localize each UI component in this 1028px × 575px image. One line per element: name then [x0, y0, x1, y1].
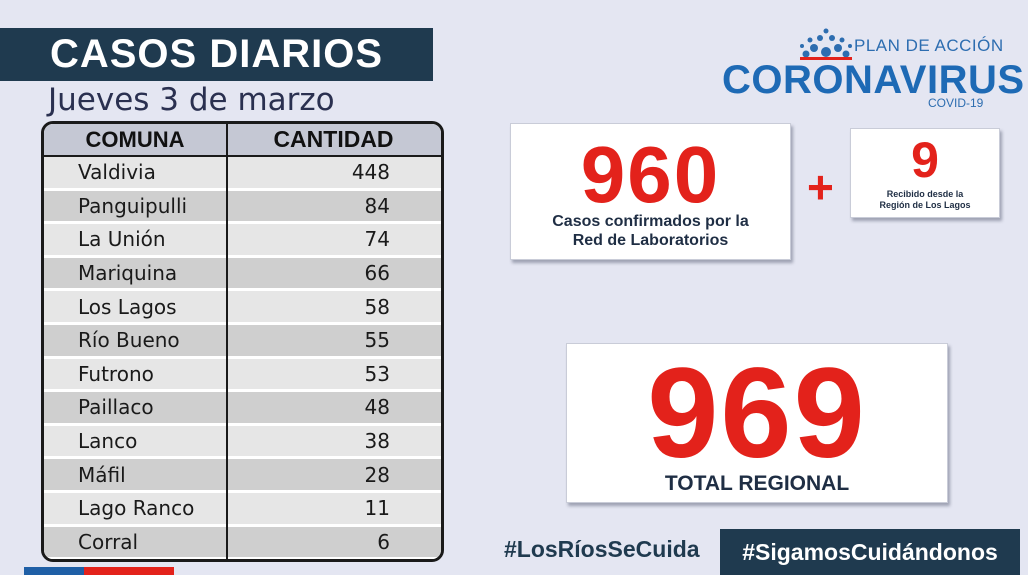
- table-row: Corral 6: [44, 526, 441, 559]
- table-row: Máfil 28: [44, 459, 441, 493]
- table-row: Paillaco 48: [44, 392, 441, 426]
- received-cases-value: 9: [911, 132, 939, 188]
- total-regional-card: 969 TOTAL REGIONAL: [566, 342, 948, 503]
- table-row: Lanco 38: [44, 425, 441, 460]
- cell-comuna: Valdivia: [78, 160, 156, 185]
- flag-stripe-blue: [24, 567, 84, 575]
- received-cases-caption: Recibido desde la Región de Los Lagos: [851, 189, 999, 211]
- cell-cantidad: 38: [364, 429, 390, 454]
- cell-cantidad: 6: [377, 529, 390, 554]
- table-row: La Unión 74: [44, 224, 441, 258]
- total-regional-value: 969: [647, 342, 867, 485]
- confirmed-caption-line-2: Red de Laboratorios: [572, 232, 729, 249]
- logo-covid-text: COVID-19: [928, 96, 984, 110]
- table-row: Lago Ranco 11: [44, 492, 441, 527]
- flag-stripe-red: [84, 567, 174, 575]
- cell-comuna: Mariquina: [78, 261, 178, 286]
- confirmed-cases-value: 960: [580, 130, 721, 219]
- received-caption-line-1: Recibido desde la: [886, 189, 964, 199]
- cell-comuna: Paillaco: [78, 395, 154, 420]
- cell-comuna: Lanco: [78, 429, 138, 454]
- header-comuna: COMUNA: [85, 126, 185, 152]
- cell-comuna: Los Lagos: [78, 294, 177, 319]
- received-cases-card: 9 Recibido desde la Región de Los Lagos: [850, 128, 1000, 218]
- hashtag-sigamos-banner: #SigamosCuidándonos: [720, 529, 1020, 575]
- cell-cantidad: 66: [364, 261, 390, 286]
- confirmed-cases-caption: Casos confirmados por la Red de Laborato…: [511, 212, 790, 250]
- hashtag-los-rios: #LosRíosSeCuida: [504, 536, 700, 562]
- table-row: Panguipulli 84: [44, 190, 441, 225]
- confirmed-cases-card: 960 Casos confirmados por la Red de Labo…: [510, 123, 791, 260]
- total-regional-caption: TOTAL REGIONAL: [664, 472, 850, 495]
- logo-main-text: CORONAVIRUS: [722, 58, 1025, 102]
- flag-stripe: [24, 567, 174, 575]
- cell-cantidad: 55: [364, 328, 390, 353]
- cell-comuna: Máfil: [78, 462, 126, 487]
- cell-comuna: Panguipulli: [78, 193, 188, 218]
- cell-cantidad: 48: [364, 395, 390, 420]
- table-row: Valdivia 448: [44, 157, 441, 191]
- page-title: CASOS DIARIOS: [49, 32, 384, 76]
- header-cantidad: CANTIDAD: [273, 126, 394, 152]
- table-header: COMUNA CANTIDAD: [44, 124, 441, 157]
- column-divider: [226, 124, 228, 559]
- hashtag-sigamos: #SigamosCuidándonos: [742, 538, 998, 565]
- report-date: Jueves 3 de marzo: [48, 82, 335, 118]
- title-banner: CASOS DIARIOS: [0, 28, 433, 81]
- cell-comuna: Río Bueno: [78, 328, 180, 353]
- cell-cantidad: 28: [364, 462, 390, 487]
- plus-sign: +: [807, 161, 834, 213]
- cell-cantidad: 11: [364, 496, 390, 521]
- logo-plan-text: PLAN DE ACCIÓN: [854, 36, 1004, 55]
- cell-cantidad: 74: [364, 227, 390, 252]
- table-body: Valdivia 448 Panguipulli 84 La Unión 74 Mar…: [44, 157, 441, 559]
- confirmed-caption-line-1: Casos confirmados por la: [552, 213, 749, 230]
- cell-cantidad: 448: [351, 160, 390, 185]
- cell-cantidad: 58: [364, 294, 390, 319]
- coronavirus-logo: PLAN DE ACCIÓN CORONAVIRUS COVID-19: [720, 26, 1024, 116]
- table-row: Futrono 53: [44, 358, 441, 393]
- table-row: Los Lagos 58: [44, 291, 441, 325]
- cases-table: COMUNA CANTIDAD Valdivia 448 Panguipulli 8…: [41, 121, 444, 562]
- table-row: Río Bueno 55: [44, 324, 441, 359]
- cell-comuna: Lago Ranco: [78, 496, 195, 521]
- cell-cantidad: 53: [364, 361, 390, 386]
- cell-comuna: Corral: [78, 529, 139, 554]
- table-row: Mariquina 66: [44, 257, 441, 292]
- cell-comuna: Futrono: [78, 361, 154, 386]
- received-caption-line-2: Región de Los Lagos: [879, 200, 971, 210]
- cell-comuna: La Unión: [78, 227, 166, 252]
- sun-arc-icon: [800, 28, 852, 60]
- cell-cantidad: 84: [364, 193, 390, 218]
